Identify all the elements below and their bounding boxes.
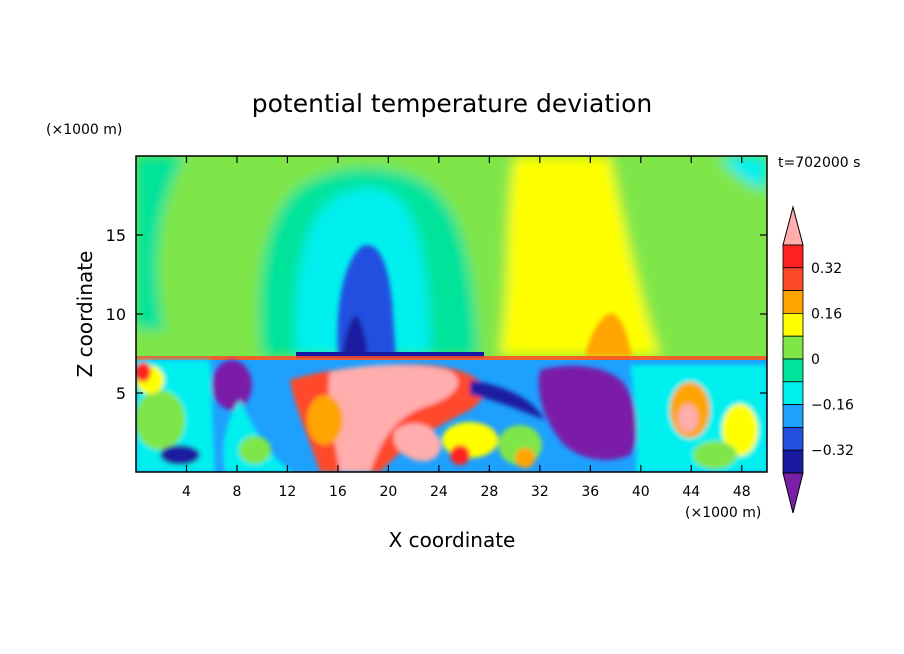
- lower-central-pink-core: [328, 364, 459, 472]
- colorbar-tick-label: −0.16: [811, 398, 854, 414]
- x-tick-label: 24: [430, 484, 448, 500]
- colorbar-swatch: [782, 381, 804, 405]
- y-axis-label: Z coordinate: [73, 251, 97, 378]
- plot-area: [136, 156, 767, 472]
- colorbar-tick-label: −0.32: [811, 443, 854, 459]
- x-tick-label: 12: [279, 484, 297, 500]
- colorbar-swatch: [782, 267, 804, 291]
- colorbar-swatch: [782, 290, 804, 314]
- time-label: t=702000 s: [778, 155, 860, 171]
- region-warm-column: [500, 156, 660, 356]
- x-tick-label: 8: [232, 484, 241, 500]
- lower-right-pink: [678, 404, 698, 432]
- colorbar-swatch: [782, 449, 804, 474]
- region-right-green: [610, 156, 767, 300]
- colorbar-tick-label: 0.32: [811, 261, 842, 277]
- lower-purple-blob-left: [212, 360, 252, 410]
- lower-left-red-spot: [136, 362, 151, 382]
- colorbar-swatch: [782, 335, 804, 360]
- tropopause-band-cool: [296, 352, 484, 358]
- x-tick-label: 48: [733, 484, 751, 500]
- region-top-right-cyan: [720, 156, 767, 190]
- lower-pink-secondary: [393, 423, 441, 462]
- x-tick-label: 28: [480, 484, 498, 500]
- x-tick-label: 32: [531, 484, 549, 500]
- lower-green-blob-2: [239, 436, 271, 464]
- lower-left-warm-blob: [136, 390, 185, 450]
- y-units-label: (×1000 m): [46, 122, 122, 138]
- lower-right-purple: [538, 365, 637, 460]
- chart-title: potential temperature deviation: [252, 89, 652, 118]
- colorbar-min-triangle: [782, 472, 804, 514]
- region-cool-core-deep: [342, 315, 368, 356]
- lower-dark-blue-band: [470, 380, 545, 420]
- colorbar-swatch: [782, 404, 804, 428]
- lower-left-dark-blob: [160, 445, 200, 465]
- x-tick-label: 20: [379, 484, 397, 500]
- colorbar-swatch: [782, 244, 804, 269]
- lower-red-cell-1: [450, 445, 470, 465]
- x-tick-label: 16: [329, 484, 347, 500]
- region-warm-cap: [585, 313, 632, 356]
- y-tick-label: 10: [106, 305, 126, 324]
- region-left-shade: [136, 156, 185, 330]
- x-tick-label: 4: [182, 484, 191, 500]
- y-tick-label: 5: [116, 384, 126, 403]
- lower-right-green: [693, 441, 737, 469]
- colorbar-swatch: [782, 358, 804, 383]
- colorbar-max-triangle: [782, 205, 804, 246]
- x-axis-label: X coordinate: [389, 528, 516, 552]
- x-tick-label: 36: [581, 484, 599, 500]
- lower-orange-cell-2: [515, 448, 535, 468]
- y-tick-label: 15: [106, 226, 126, 245]
- x-tick-label: 44: [682, 484, 700, 500]
- colorbar-swatch: [782, 426, 804, 451]
- colorbar: 0.32 0.16 0 −0.16 −0.32: [782, 205, 854, 514]
- colorbar-tick-label: 0.16: [811, 306, 842, 322]
- lower-orange-cell-1: [307, 395, 343, 445]
- lower-right-yellow: [722, 404, 758, 456]
- colorbar-swatch: [782, 312, 804, 337]
- x-units-label: (×1000 m): [685, 505, 761, 521]
- tropopause-band-warm: [136, 356, 767, 360]
- colorbar-tick-label: 0: [811, 352, 820, 368]
- x-tick-label: 40: [632, 484, 650, 500]
